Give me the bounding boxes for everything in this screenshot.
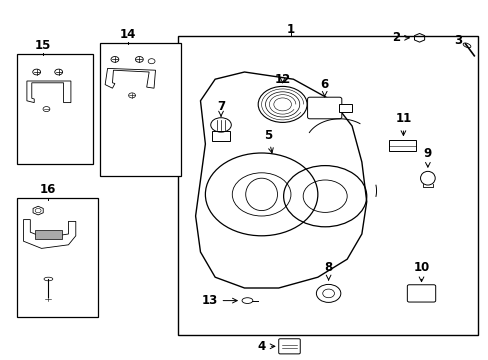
Text: 2: 2: [391, 31, 408, 44]
Text: 11: 11: [394, 112, 411, 135]
FancyBboxPatch shape: [17, 54, 93, 164]
Text: 16: 16: [40, 183, 56, 196]
Text: 1: 1: [286, 23, 294, 36]
Text: 7: 7: [217, 100, 224, 116]
Text: 13: 13: [201, 294, 237, 307]
Text: 8: 8: [324, 261, 332, 280]
Text: 4: 4: [257, 340, 274, 353]
Text: 3: 3: [453, 34, 461, 47]
FancyBboxPatch shape: [388, 140, 415, 151]
FancyBboxPatch shape: [17, 198, 98, 317]
FancyBboxPatch shape: [339, 104, 351, 112]
FancyBboxPatch shape: [100, 43, 181, 176]
FancyBboxPatch shape: [407, 285, 435, 302]
Text: 9: 9: [423, 147, 431, 167]
FancyBboxPatch shape: [212, 131, 229, 141]
Text: 12: 12: [274, 73, 290, 86]
FancyBboxPatch shape: [278, 339, 300, 354]
Text: 14: 14: [120, 28, 136, 41]
Text: 15: 15: [35, 39, 51, 51]
Text: 6: 6: [320, 78, 328, 97]
FancyBboxPatch shape: [178, 36, 477, 335]
Text: 5: 5: [264, 129, 273, 153]
FancyBboxPatch shape: [35, 230, 62, 239]
Text: 10: 10: [412, 261, 429, 282]
FancyBboxPatch shape: [307, 97, 341, 119]
